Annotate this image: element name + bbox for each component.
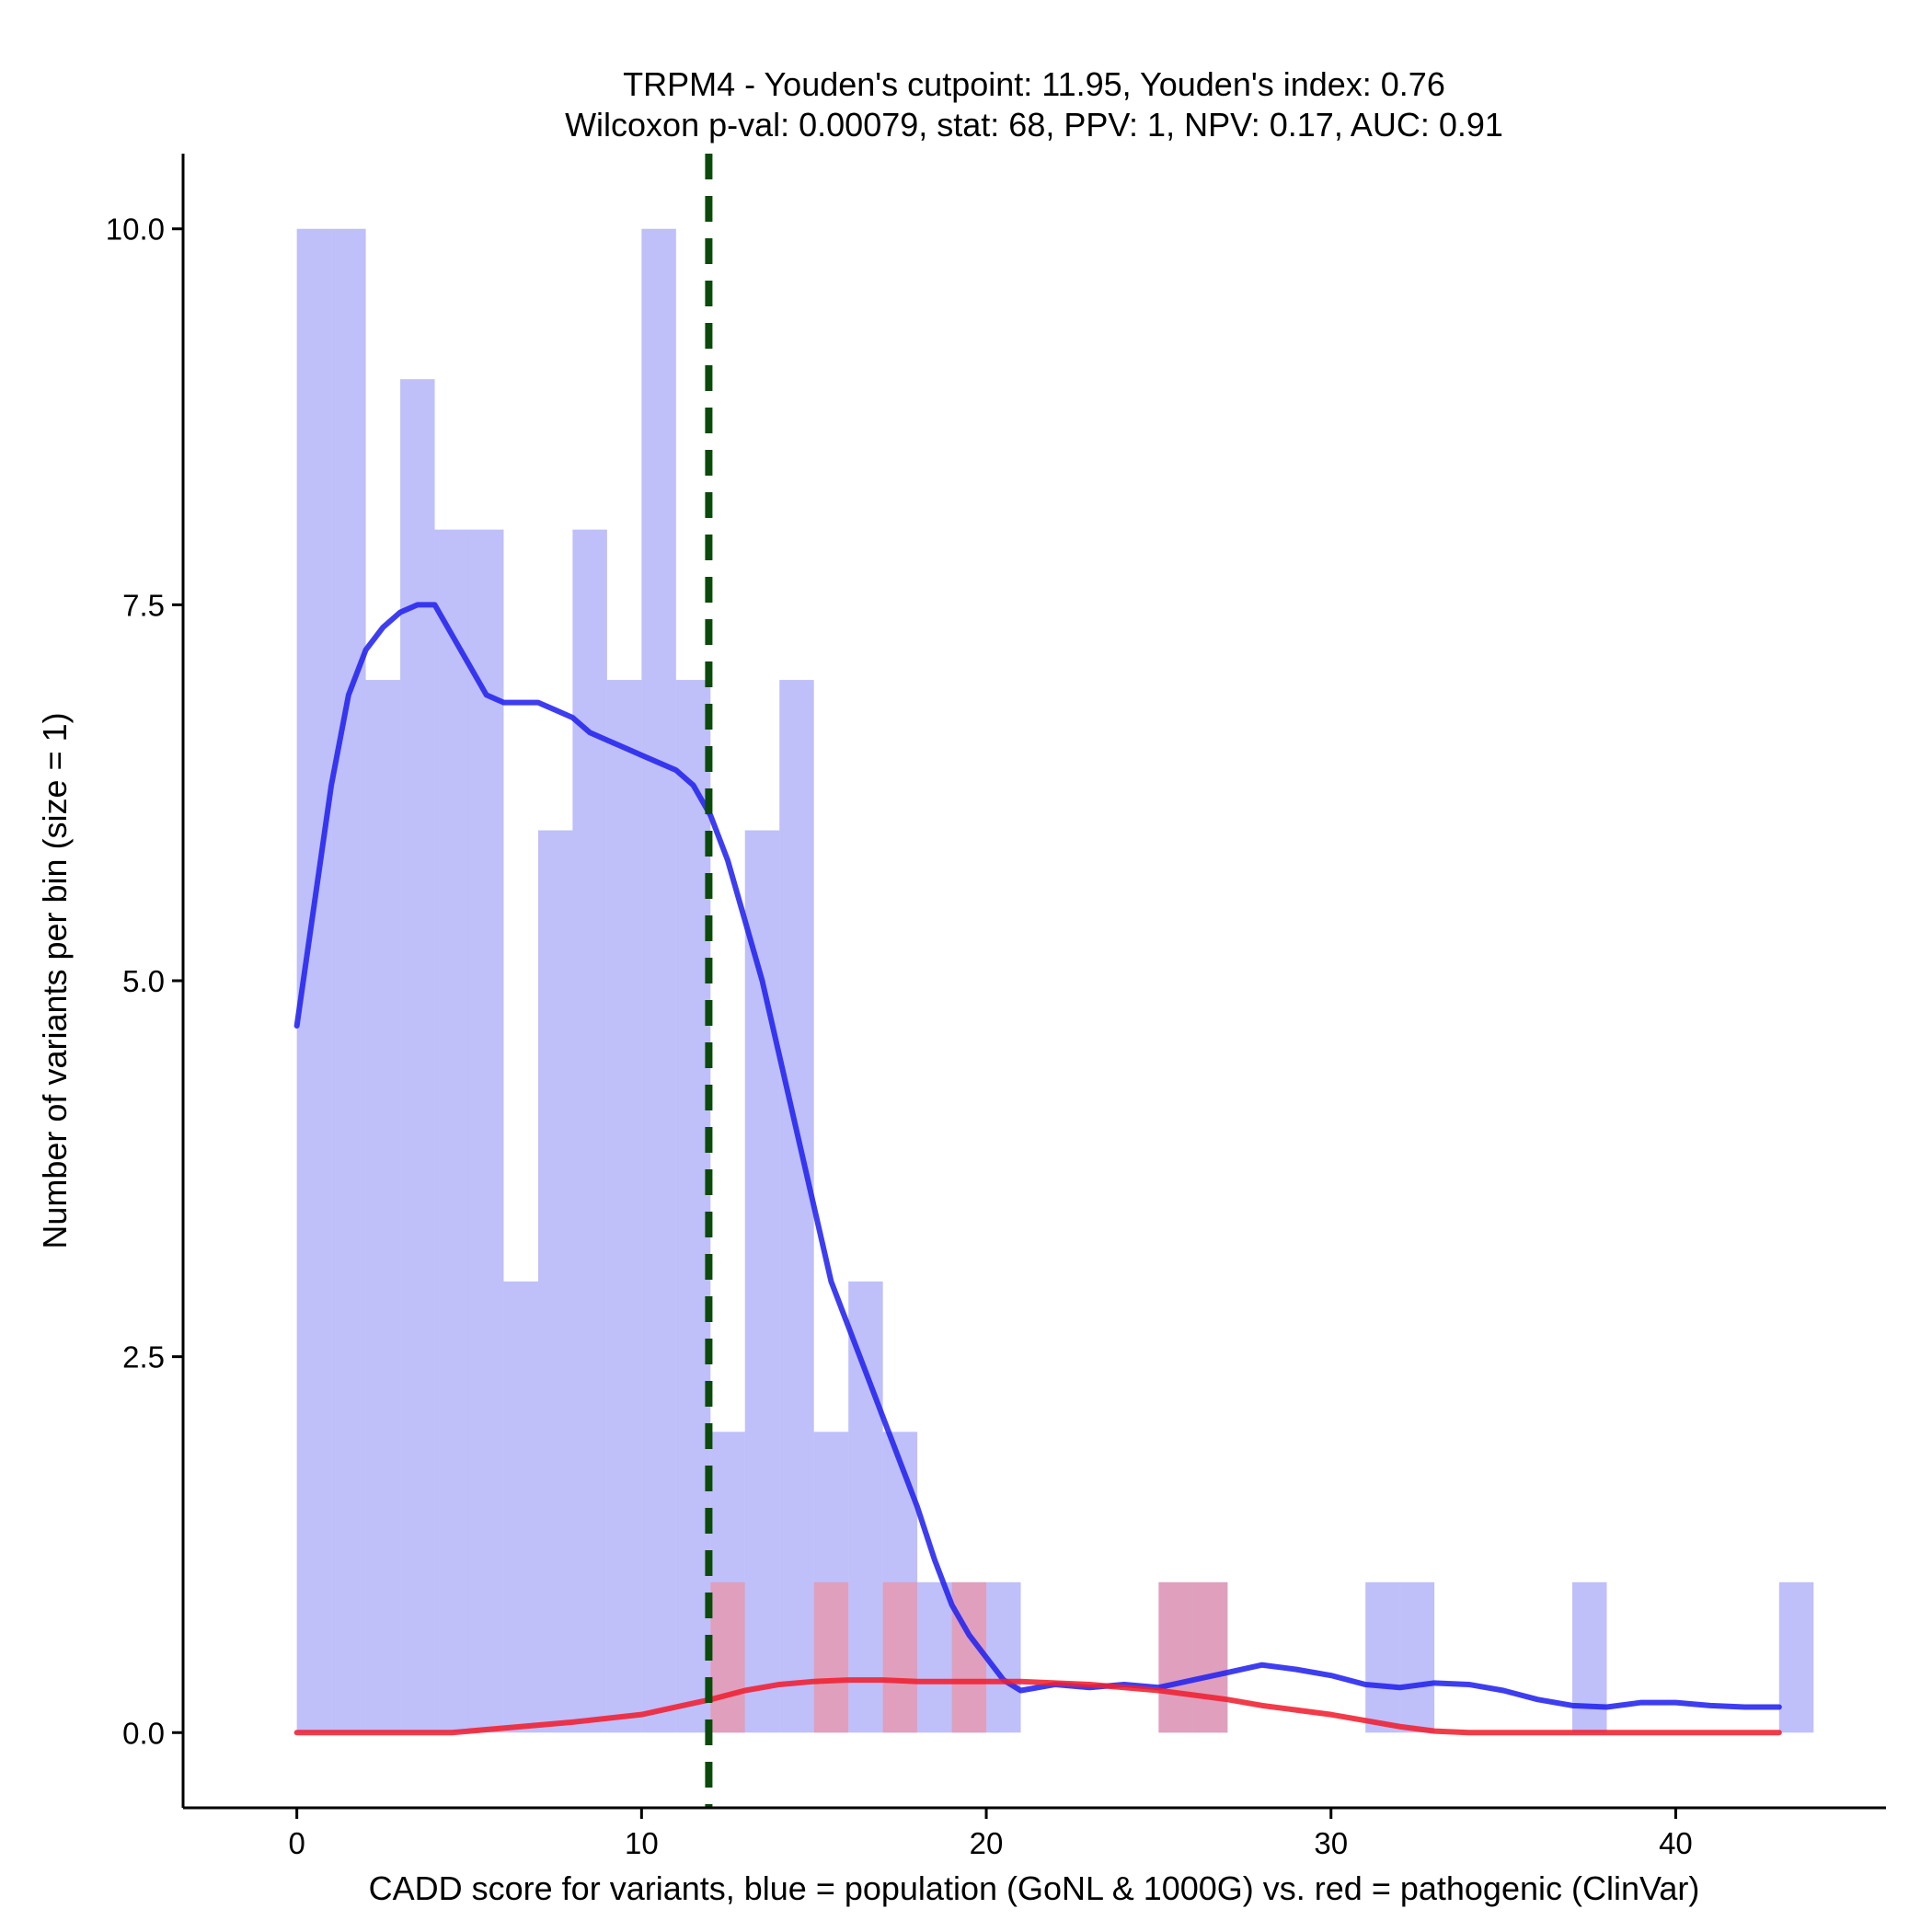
- x-tick-label: 40: [1659, 1826, 1693, 1860]
- population-bar: [675, 680, 711, 1733]
- x-tick-label: 20: [970, 1826, 1004, 1860]
- y-tick-label: 0.0: [122, 1716, 165, 1750]
- population-bar: [468, 529, 504, 1733]
- pathogenic-bar: [1192, 1581, 1228, 1733]
- pathogenic-bar: [813, 1581, 849, 1733]
- chart-title: TRPM4 - Youden's cutpoint: 11.95, Youden…: [623, 65, 1445, 103]
- population-bar: [1399, 1581, 1435, 1733]
- pathogenic-bar: [951, 1581, 987, 1733]
- pathogenic-density-line: [293, 1677, 1782, 1736]
- population-bar: [606, 680, 642, 1733]
- population-bar: [744, 830, 780, 1733]
- population-bar: [537, 830, 573, 1733]
- y-tick-label: 5.0: [122, 964, 165, 998]
- y-tick-label: 2.5: [122, 1340, 165, 1374]
- population-bar: [1778, 1581, 1814, 1733]
- x-axis-ticks: 0 10 20 30 40: [288, 1808, 1693, 1860]
- population-bar: [641, 228, 676, 1733]
- y-axis-title: Number of variants per bin (size = 1): [36, 712, 74, 1248]
- pathogenic-bar: [1158, 1581, 1193, 1733]
- x-tick-label: 10: [625, 1826, 659, 1860]
- y-axis-ticks: 0.0 2.5 5.0 7.5 10.0: [106, 213, 183, 1750]
- x-tick-label: 30: [1314, 1826, 1348, 1860]
- population-bar: [572, 529, 607, 1733]
- population-bar: [1365, 1581, 1400, 1733]
- population-bar: [779, 680, 814, 1733]
- y-tick-label: 10.0: [106, 213, 165, 247]
- bars-layer: [296, 228, 1814, 1733]
- chart-subtitle: Wilcoxon p-val: 0.00079, stat: 68, PPV: …: [565, 106, 1503, 144]
- population-bar: [1572, 1581, 1607, 1733]
- pathogenic-bar: [710, 1581, 745, 1733]
- population-bar: [986, 1581, 1021, 1733]
- population-bar: [400, 379, 435, 1733]
- x-axis-title: CADD score for variants, blue = populati…: [369, 1869, 1700, 1907]
- x-tick-label: 0: [288, 1826, 305, 1860]
- population-bar: [503, 1281, 538, 1733]
- population-bar: [434, 529, 469, 1733]
- population-bar: [917, 1581, 952, 1733]
- density-lines-layer: [293, 602, 1782, 1736]
- pathogenic-bar: [882, 1581, 918, 1733]
- population-bar: [848, 1281, 883, 1733]
- population-bar: [331, 228, 366, 1733]
- population-bar: [365, 680, 401, 1733]
- y-tick-label: 7.5: [122, 588, 165, 622]
- population-density-line: [293, 602, 1782, 1710]
